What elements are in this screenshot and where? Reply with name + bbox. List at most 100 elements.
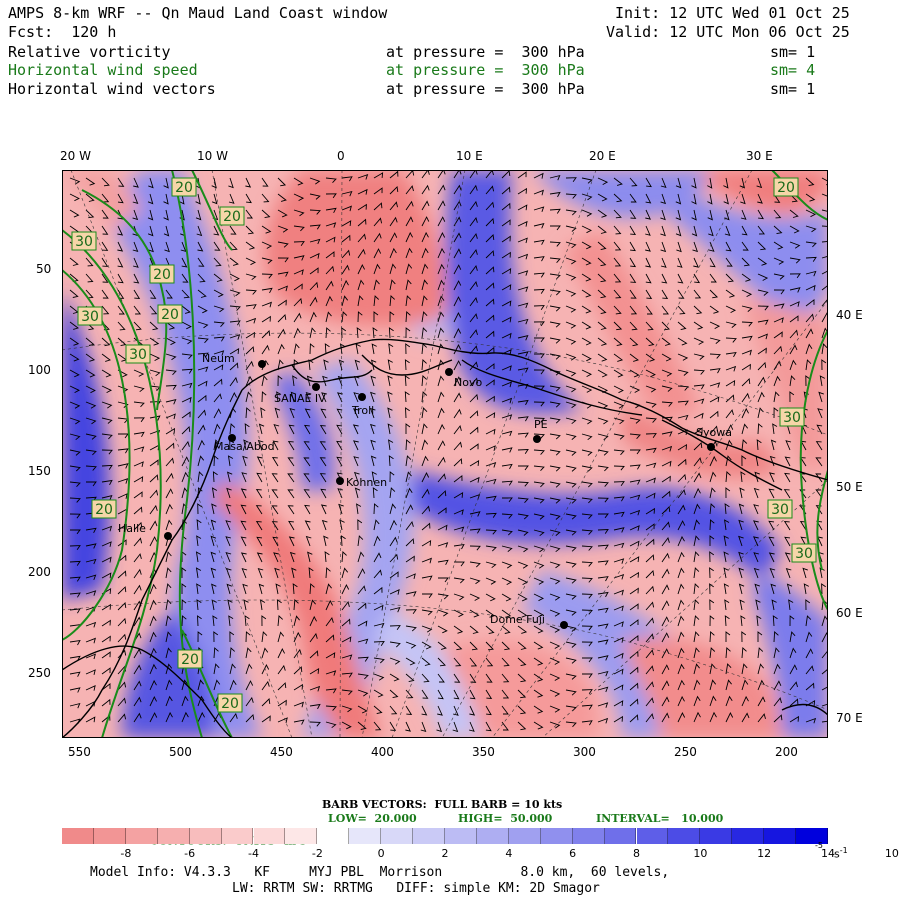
wind-barb bbox=[660, 257, 667, 268]
wind-barb bbox=[645, 321, 654, 331]
wind-barb bbox=[69, 560, 81, 566]
wind-barb bbox=[101, 449, 113, 455]
wind-barb bbox=[149, 337, 160, 346]
wind-barb bbox=[629, 257, 637, 268]
wind-barb bbox=[387, 359, 393, 371]
wind-barb bbox=[677, 489, 686, 499]
wind-barb bbox=[421, 231, 429, 243]
wind-barb bbox=[469, 249, 478, 259]
colorbar-tick-label: 14 bbox=[821, 847, 835, 860]
wind-barb bbox=[789, 359, 797, 371]
wind-barb bbox=[293, 241, 305, 246]
wind-barb bbox=[229, 423, 236, 435]
wind-barb bbox=[597, 639, 609, 645]
wind-barb bbox=[149, 289, 157, 299]
wind-barb bbox=[181, 425, 191, 435]
wind-barb bbox=[165, 321, 176, 330]
colorbar-cell bbox=[349, 828, 382, 844]
station-pe: PE bbox=[533, 418, 548, 443]
wind-barb bbox=[405, 311, 411, 323]
wind-barb bbox=[677, 711, 686, 723]
wind-barb bbox=[725, 409, 734, 419]
wind-barb bbox=[389, 185, 399, 195]
wind-barb bbox=[228, 193, 235, 204]
wind-barb bbox=[421, 689, 429, 699]
wind-barb bbox=[421, 522, 431, 531]
grid-label-x-200: 200 bbox=[775, 745, 798, 759]
wind-barb bbox=[85, 621, 97, 628]
wind-barb bbox=[117, 225, 124, 236]
wind-barb bbox=[293, 269, 304, 276]
wind-barb bbox=[261, 344, 270, 355]
wind-barb bbox=[255, 520, 263, 531]
wind-barb bbox=[341, 264, 350, 275]
wind-barb bbox=[725, 241, 732, 252]
field-level-wind-speed: at pressure = 300 hPa bbox=[386, 61, 585, 79]
wind-barb bbox=[784, 472, 791, 483]
wind-barb bbox=[437, 542, 449, 548]
wind-barb bbox=[725, 273, 734, 283]
wind-barb bbox=[773, 663, 781, 675]
svg-text:Novo: Novo bbox=[454, 376, 482, 389]
contour-label: 20 bbox=[219, 206, 245, 226]
wind-barb bbox=[597, 576, 609, 582]
wind-barb bbox=[213, 679, 221, 691]
wind-barb bbox=[469, 625, 479, 634]
wind-barb bbox=[757, 376, 766, 387]
wind-barb bbox=[389, 553, 399, 563]
wind-barb bbox=[117, 554, 127, 563]
map-frame bbox=[62, 170, 828, 738]
wind-barb bbox=[756, 615, 762, 627]
wind-barb bbox=[357, 519, 363, 531]
wind-barb bbox=[533, 545, 545, 553]
wind-barb bbox=[709, 305, 720, 314]
wind-barb bbox=[261, 225, 272, 234]
wind-barb bbox=[69, 513, 81, 519]
grid-label-x-350: 350 bbox=[472, 745, 495, 759]
wind-barb bbox=[533, 609, 544, 618]
wind-barb bbox=[85, 385, 96, 394]
wind-barb bbox=[85, 273, 94, 283]
wind-barb bbox=[388, 439, 394, 451]
station-masa-abod: Masa/Abod bbox=[214, 434, 275, 453]
colorbar-tick-label: 0 bbox=[377, 847, 385, 860]
wind-barb bbox=[517, 351, 529, 357]
wind-barb bbox=[101, 603, 112, 611]
wind-barb bbox=[341, 600, 350, 611]
wind-barb bbox=[757, 225, 766, 235]
wind-barb bbox=[117, 463, 129, 469]
wind-barb bbox=[149, 504, 158, 515]
wind-barb bbox=[485, 282, 495, 291]
wind-barb bbox=[821, 284, 828, 291]
wind-barb bbox=[261, 647, 269, 659]
wind-barb bbox=[661, 712, 670, 723]
wind-barb bbox=[581, 193, 593, 201]
wind-barb bbox=[421, 471, 430, 483]
wind-barb bbox=[805, 193, 816, 202]
wind-barb bbox=[613, 369, 624, 378]
wind-barb bbox=[629, 587, 639, 595]
wind-barb bbox=[325, 599, 333, 611]
wind-barb bbox=[147, 193, 154, 205]
colorbar-tick-label: 12 bbox=[757, 847, 772, 860]
contour-label: 20 bbox=[157, 304, 183, 324]
wind-barb bbox=[565, 369, 577, 377]
wind-barb bbox=[405, 538, 415, 547]
wind-barb bbox=[784, 456, 791, 467]
wind-barb bbox=[677, 305, 686, 315]
wind-barb bbox=[597, 497, 609, 503]
wind-barb bbox=[85, 465, 97, 471]
wind-barb bbox=[69, 497, 81, 503]
wind-barb bbox=[240, 536, 247, 547]
wind-barb bbox=[213, 321, 225, 328]
wind-barb bbox=[325, 670, 337, 676]
colorbar-cell bbox=[125, 828, 158, 844]
wind-barb bbox=[437, 375, 445, 387]
wind-barb bbox=[533, 593, 545, 602]
wind-barb bbox=[387, 423, 393, 435]
wind-barb bbox=[240, 552, 247, 563]
wind-barb bbox=[213, 631, 219, 643]
wind-barb bbox=[304, 520, 311, 531]
wind-barb bbox=[453, 441, 463, 451]
wind-barb bbox=[693, 487, 701, 499]
